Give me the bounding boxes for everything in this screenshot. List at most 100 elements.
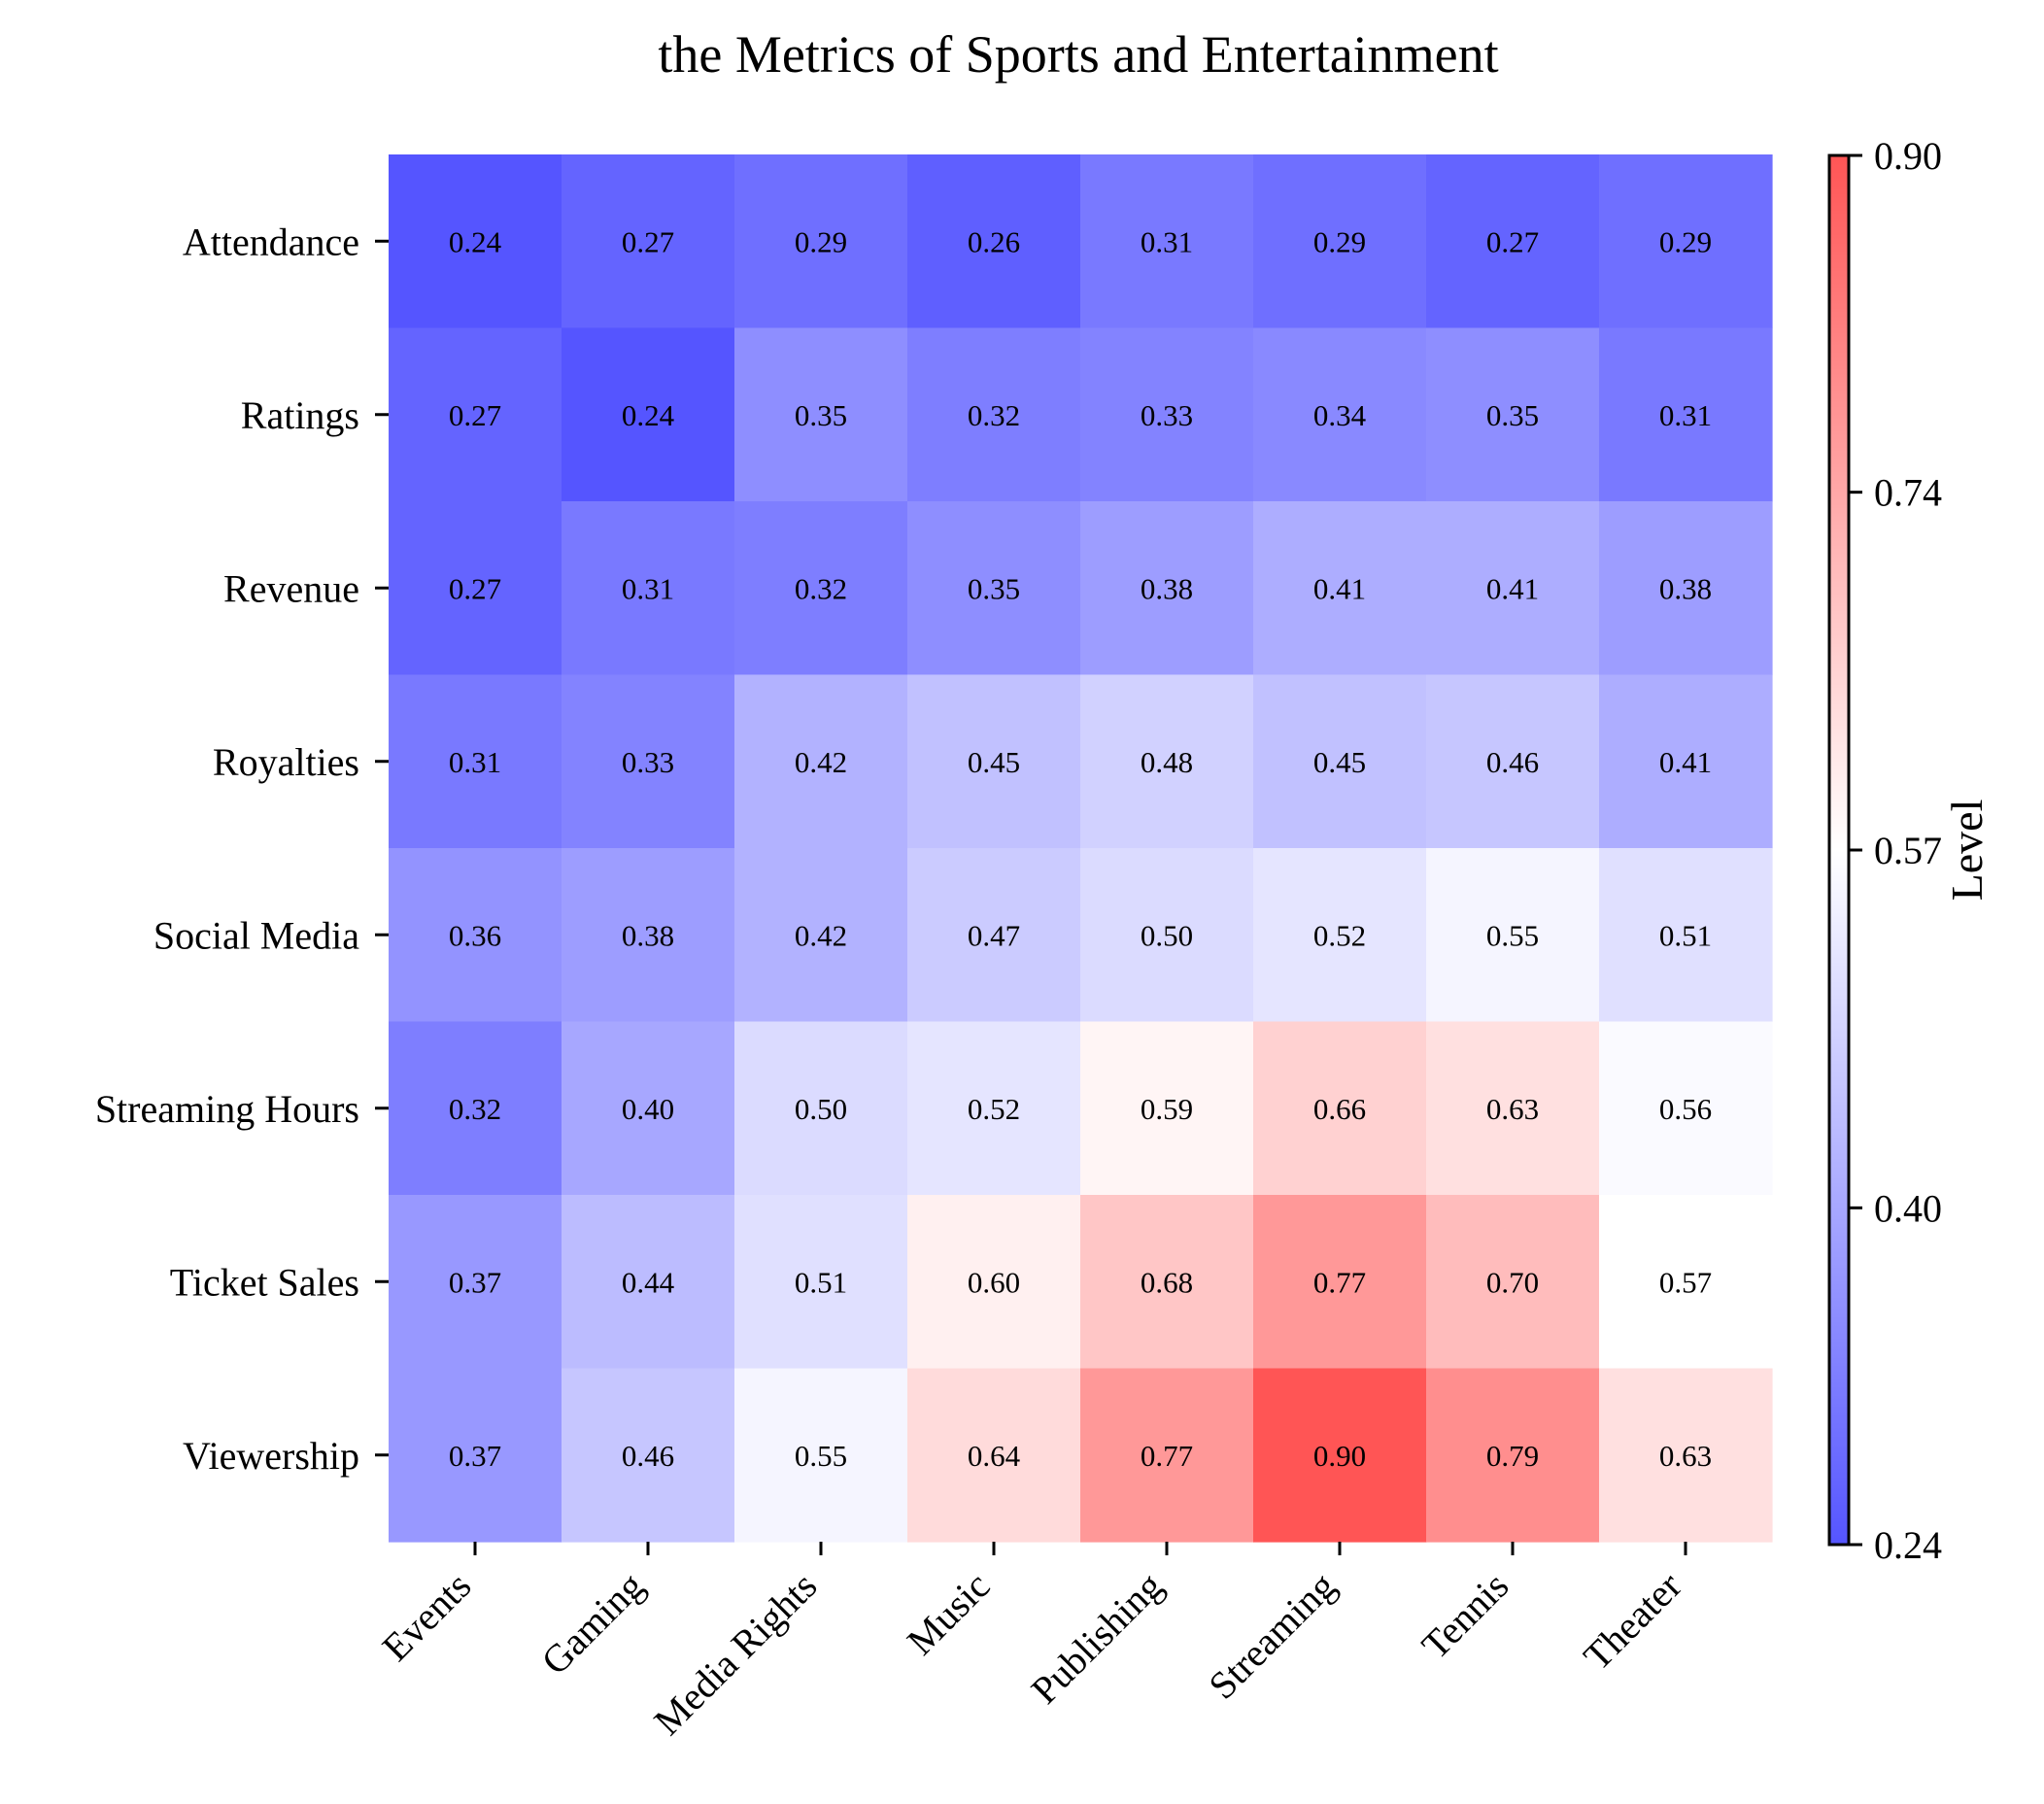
cell-value-label: 0.55 — [1486, 918, 1539, 952]
cell-value-label: 0.42 — [795, 745, 847, 779]
cell-value-label: 0.51 — [795, 1265, 847, 1299]
colorbar-tick-label: 0.74 — [1874, 471, 1942, 515]
cell-value-label: 0.45 — [1313, 745, 1366, 779]
cell-value-label: 0.27 — [449, 398, 501, 432]
heatmap-cell — [1426, 1021, 1600, 1196]
heatmap-cell — [1426, 848, 1600, 1023]
colorbar-tick-label: 0.24 — [1874, 1523, 1942, 1567]
heatmap-cell — [562, 1195, 735, 1370]
cell-value-label: 0.64 — [968, 1439, 1021, 1473]
cell-value-label: 0.37 — [449, 1439, 501, 1473]
heatmap-cell — [1080, 501, 1254, 676]
cell-value-label: 0.33 — [1141, 398, 1193, 432]
heatmap-cell — [1426, 1195, 1600, 1370]
cell-value-label: 0.36 — [449, 918, 501, 952]
cell-value-label: 0.42 — [795, 918, 847, 952]
heatmap-cell — [734, 154, 908, 329]
cell-value-label: 0.32 — [449, 1092, 501, 1126]
heatmap-cell — [1426, 501, 1600, 676]
heatmap-cell — [389, 154, 562, 329]
heatmap-cell — [1253, 154, 1427, 329]
heatmap-cell — [1253, 327, 1427, 502]
heatmap-cell — [1080, 1368, 1254, 1543]
cell-value-label: 0.50 — [795, 1092, 847, 1126]
heatmap-cell — [1599, 327, 1773, 502]
heatmap-cell — [1080, 674, 1254, 849]
heatmap-cell — [389, 848, 562, 1023]
heatmap-cell — [1599, 154, 1773, 329]
cell-value-label: 0.38 — [1659, 571, 1712, 605]
heatmap-cell — [907, 1195, 1081, 1370]
cell-value-label: 0.29 — [795, 224, 847, 258]
x-tick-label: Publishing — [1023, 1564, 1172, 1713]
y-tick-label: Ratings — [241, 393, 359, 437]
cell-value-label: 0.33 — [622, 745, 674, 779]
heatmap-cell — [734, 674, 908, 849]
cell-value-label: 0.52 — [968, 1092, 1020, 1126]
cell-value-label: 0.56 — [1659, 1092, 1712, 1126]
colorbar-label: Level — [1942, 800, 1992, 902]
colorbar: 0.24 0.40 0.57 0.74 0.90 — [1827, 134, 1942, 1567]
heatmap-cell — [1253, 1368, 1427, 1543]
heatmap-cell — [389, 1368, 562, 1543]
heatmap-cell — [1599, 1021, 1773, 1196]
cell-value-label: 0.35 — [795, 398, 847, 432]
cell-value-label: 0.29 — [1313, 224, 1366, 258]
heatmap-cell — [734, 327, 908, 502]
cell-value-label: 0.27 — [622, 224, 674, 258]
cell-value-label: 0.46 — [1486, 745, 1539, 779]
cell-value-label: 0.45 — [968, 745, 1020, 779]
cell-value-label: 0.24 — [622, 398, 675, 432]
cell-value-label: 0.27 — [449, 571, 501, 605]
cell-value-label: 0.40 — [622, 1092, 674, 1126]
x-tick-label: Streaming — [1200, 1564, 1344, 1708]
x-tick-label: Theater — [1575, 1564, 1689, 1679]
cell-value-label: 0.46 — [622, 1439, 674, 1473]
cell-value-label: 0.51 — [1659, 918, 1712, 952]
cell-value-label: 0.77 — [1141, 1439, 1193, 1473]
cell-value-label: 0.24 — [449, 224, 502, 258]
heatmap-cell — [1080, 1021, 1254, 1196]
heatmap-cells: 0.24 0.27 0.29 0.26 0.31 0.29 0.27 0.29 0.27 0.24… — [389, 154, 1773, 1543]
heatmap-cell — [907, 327, 1081, 502]
heatmap-cell — [389, 501, 562, 676]
cell-value-label: 0.38 — [622, 918, 674, 952]
y-tick-label: Ticket Sales — [170, 1260, 359, 1304]
y-tick-label: Revenue — [223, 566, 359, 610]
heatmap-cell — [907, 848, 1081, 1023]
heatmap-cell — [389, 674, 562, 849]
x-tick-label: Events — [374, 1564, 480, 1670]
heatmap-cell — [1080, 154, 1254, 329]
x-tick-label: Music — [899, 1564, 999, 1664]
cell-value-label: 0.31 — [1141, 224, 1193, 258]
heatmap-cell — [907, 1021, 1081, 1196]
colorbar-tick-label: 0.57 — [1874, 829, 1942, 872]
cell-value-label: 0.38 — [1141, 571, 1193, 605]
colorbar-gradient — [1827, 153, 1851, 1547]
heatmap-cell — [1426, 674, 1600, 849]
cell-value-label: 0.35 — [1486, 398, 1539, 432]
y-tick-label: Attendance — [183, 220, 359, 263]
cell-value-label: 0.31 — [449, 745, 501, 779]
heatmap-cell — [1080, 848, 1254, 1023]
heatmap-cell — [734, 1195, 908, 1370]
heatmap-cell — [562, 1368, 735, 1543]
colorbar-tick-label: 0.90 — [1874, 134, 1942, 178]
cell-value-label: 0.68 — [1141, 1265, 1193, 1299]
heatmap-cell — [562, 674, 735, 849]
cell-value-label: 0.31 — [1659, 398, 1712, 432]
cell-value-label: 0.60 — [968, 1265, 1020, 1299]
heatmap-cell — [562, 501, 735, 676]
heatmap-cell — [1599, 848, 1773, 1023]
cell-value-label: 0.41 — [1659, 745, 1712, 779]
cell-value-label: 0.77 — [1313, 1265, 1366, 1299]
y-tick-label: Social Media — [153, 913, 359, 957]
heatmap-cell — [389, 1195, 562, 1370]
heatmap-cell — [1426, 1368, 1600, 1543]
heatmap-cell — [1253, 1021, 1427, 1196]
heatmap-cell — [562, 327, 735, 502]
y-tick-label: Royalties — [213, 740, 359, 784]
